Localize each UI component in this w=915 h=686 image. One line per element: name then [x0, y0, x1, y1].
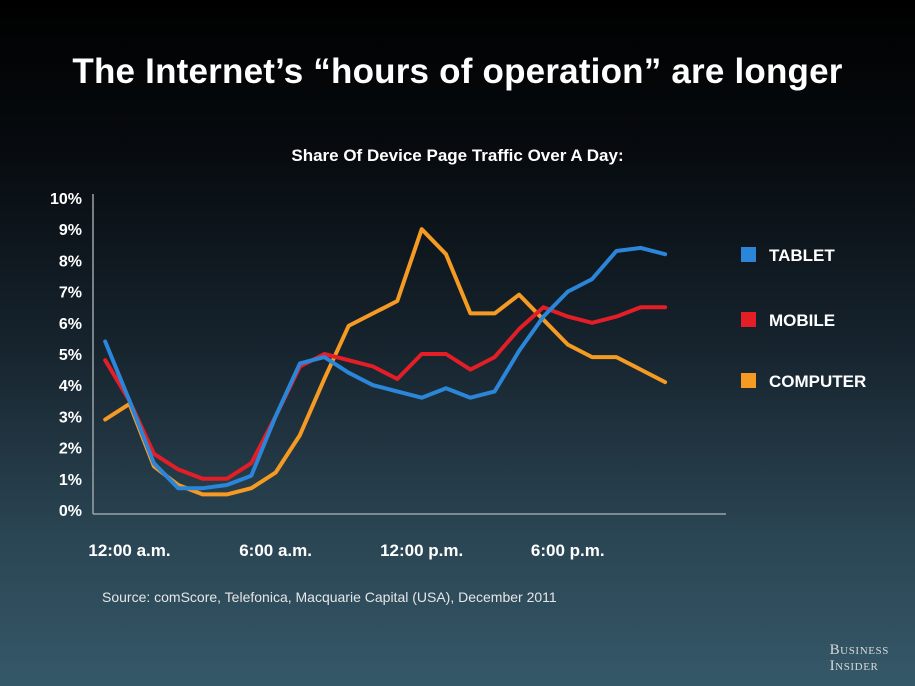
y-tick-label: 5%	[59, 347, 82, 364]
series-line-tablet	[103, 245, 668, 491]
x-tick-label: 12:00 a.m.	[88, 541, 170, 560]
y-tick-label: 10%	[50, 191, 82, 208]
x-tick-label: 6:00 p.m.	[531, 541, 605, 560]
slide-title: The Internet’s “hours of operation” are …	[72, 52, 843, 91]
logo-line-2: Insider	[829, 658, 879, 674]
y-tick-label: 2%	[59, 441, 82, 458]
legend-swatch-tablet	[741, 247, 756, 262]
series-line-computer	[103, 227, 668, 497]
legend-label-computer: COMPUTER	[769, 372, 866, 391]
y-tick-label: 4%	[59, 378, 82, 395]
legend-swatch-computer	[741, 373, 756, 388]
source-note: Source: comScore, Telefonica, Macquarie …	[102, 589, 557, 605]
x-tick-label: 6:00 a.m.	[239, 541, 312, 560]
logo-line-1: Business	[829, 642, 889, 658]
series-line-mobile	[103, 305, 668, 481]
x-axis-ticks: 12:00 a.m. 6:00 a.m. 12:00 p.m. 6:00 p.m.	[88, 541, 604, 560]
y-tick-label: 1%	[59, 472, 82, 489]
legend-swatch-mobile	[741, 312, 756, 327]
y-tick-label: 7%	[59, 285, 82, 302]
y-tick-label: 8%	[59, 253, 82, 270]
chart-series	[103, 227, 668, 497]
y-tick-label: 6%	[59, 316, 82, 333]
legend-label-tablet: TABLET	[769, 246, 835, 265]
y-tick-label: 0%	[59, 503, 82, 520]
chart-legend: TABLET MOBILE COMPUTER	[741, 246, 866, 391]
business-insider-logo: Business Insider	[830, 642, 889, 674]
chart-title: Share Of Device Page Traffic Over A Day:	[291, 146, 624, 165]
legend-label-mobile: MOBILE	[769, 311, 835, 330]
chart-axes	[92, 194, 726, 515]
y-tick-label: 3%	[59, 409, 82, 426]
x-tick-label: 12:00 p.m.	[380, 541, 463, 560]
y-tick-label: 9%	[59, 222, 82, 239]
y-axis-ticks: 0% 1% 2% 3% 4% 5% 6% 7% 8% 9% 10%	[50, 191, 82, 520]
